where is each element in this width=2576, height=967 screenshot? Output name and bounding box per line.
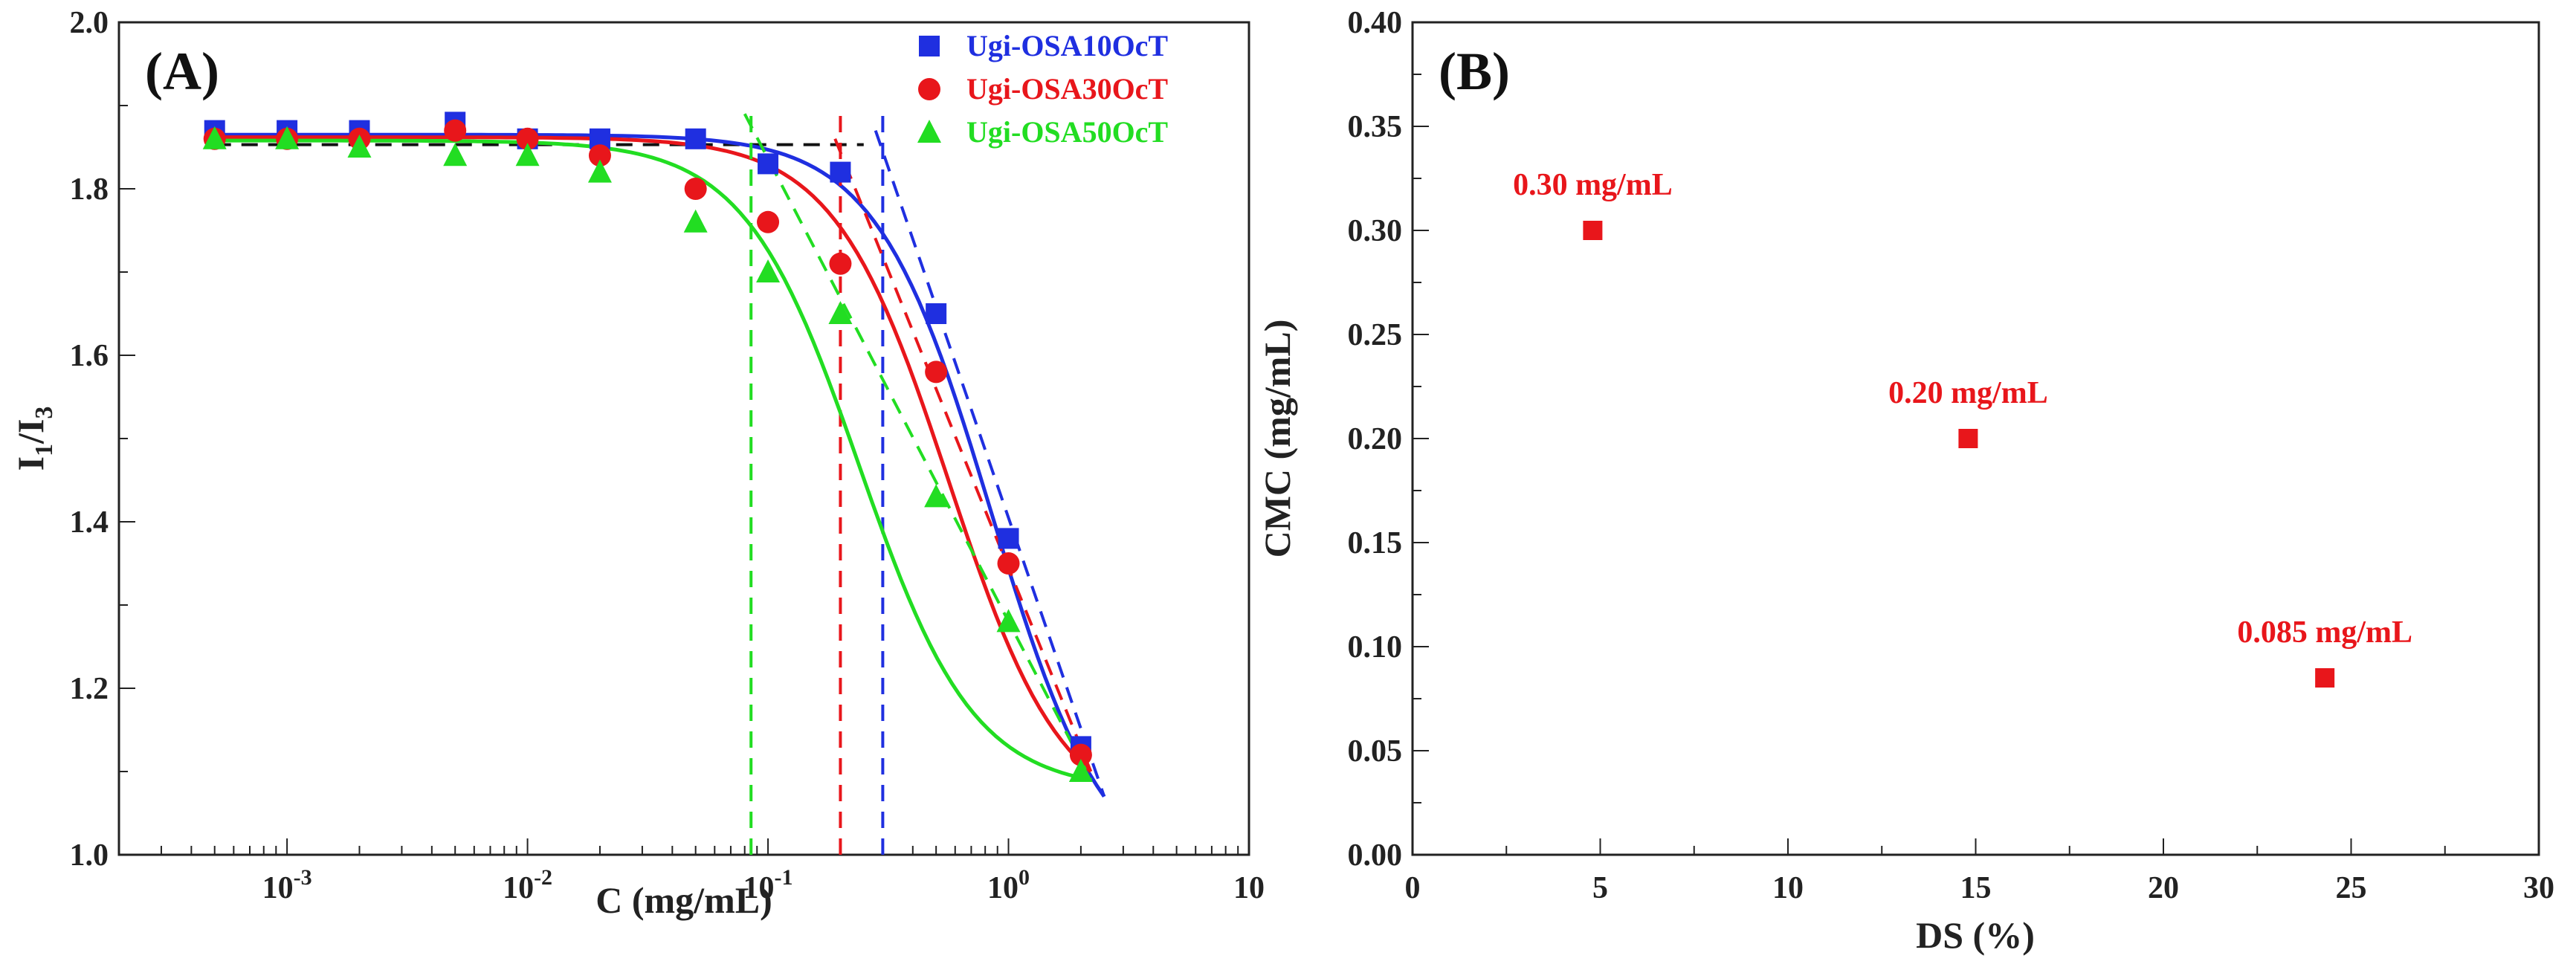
legend-marker-circle <box>918 78 940 100</box>
y-tick-label: 1.2 <box>70 672 109 706</box>
x-tick-label: 10 <box>1772 871 1804 905</box>
data-point-circle <box>516 127 539 150</box>
data-point-circle <box>588 144 611 167</box>
data-point-triangle <box>587 159 612 183</box>
data-point-triangle <box>756 259 781 282</box>
y-tick-label: 0.25 <box>1348 318 1403 352</box>
data-point-triangle <box>275 126 300 149</box>
data-point-square <box>758 153 779 175</box>
fit-curve-ugi-osa50oct <box>214 138 1091 782</box>
x-tick-label: 20 <box>2148 871 2179 905</box>
panel-b-ticks <box>1412 22 2540 856</box>
data-point-circle <box>997 552 1020 575</box>
tangent-dashed-line <box>874 129 1106 798</box>
cmc-point-label: 0.20 mg/mL <box>1888 376 2048 410</box>
y-tick-label: 0.05 <box>1348 734 1403 769</box>
y-tick-label: 1.6 <box>70 339 109 373</box>
cmc-point <box>2315 668 2335 688</box>
data-point-circle <box>444 119 467 142</box>
legend-marker-triangle <box>917 120 941 143</box>
x-tick-label: 15 <box>1960 871 1992 905</box>
tangent-dashed-line <box>833 138 1093 772</box>
x-tick-label: 10-1 <box>743 865 793 905</box>
x-tick-label: 10-3 <box>262 865 312 905</box>
data-point-square <box>685 128 706 149</box>
y-tick-label: 0.40 <box>1348 6 1403 40</box>
y-tick-label: 0.00 <box>1348 838 1403 873</box>
data-point-circle <box>1069 743 1092 766</box>
data-point-triangle <box>1068 759 1093 782</box>
x-tick-label: 100 <box>987 865 1030 905</box>
y-tick-label: 2.0 <box>70 6 109 40</box>
x-tick-label: 0 <box>1405 871 1421 905</box>
y-tick-label: 0.35 <box>1348 110 1403 144</box>
panel-a-ticks <box>118 22 1250 856</box>
y-tick-label: 0.30 <box>1348 214 1403 248</box>
y-tick-label: 0.15 <box>1348 526 1403 560</box>
x-tick-label: 5 <box>1592 871 1608 905</box>
panel-a-x-tick-labels: 10-3 10-2 10-1 100 10 <box>262 865 1265 905</box>
panel-a-legend: Ugi-OSA10OcT Ugi-OSA30OcT Ugi-OSA50OcT <box>917 29 1168 149</box>
panel-b-x-axis-title: DS (%) <box>1916 914 2035 956</box>
data-point-triangle <box>996 609 1021 633</box>
panel-a-x-axis-title: C (mg/mL) <box>595 879 772 921</box>
y-title-sep: /I <box>10 419 51 444</box>
data-point-circle <box>925 360 948 384</box>
data-point-triangle <box>683 209 708 233</box>
cmc-point-label: 0.30 mg/mL <box>1513 168 1673 202</box>
y-tick-label: 1.4 <box>70 505 109 540</box>
data-point-triangle <box>443 143 468 166</box>
data-point-circle <box>684 178 707 200</box>
panel-a-lines <box>214 106 1106 855</box>
data-point-circle <box>829 252 852 275</box>
y-title-sub-1: 1 <box>30 444 58 456</box>
legend-label: Ugi-OSA50OcT <box>966 115 1168 149</box>
panel-a-chart: 10-3 10-2 10-1 100 10 1.0 1.2 1.4 1.6 1.8 2.0 (A)… <box>10 6 1265 921</box>
y-tick-label: 0.10 <box>1348 630 1403 664</box>
legend-label: Ugi-OSA10OcT <box>966 29 1168 62</box>
x-tick-label: 30 <box>2523 871 2554 905</box>
data-point-square <box>998 528 1019 549</box>
panel-b-label: (B) <box>1439 42 1510 101</box>
data-point-circle <box>757 210 780 233</box>
svg-text:I1/I3: I1/I3 <box>10 407 58 471</box>
panel-a-y-tick-labels: 1.0 1.2 1.4 1.6 1.8 2.0 <box>70 6 109 873</box>
data-point-square <box>830 161 851 183</box>
data-point-triangle <box>515 143 540 166</box>
cmc-point <box>1583 221 1603 240</box>
x-tick-label: 25 <box>2336 871 2367 905</box>
fit-curve-ugi-osa30oct <box>214 135 1092 773</box>
y-title-sub-3: 3 <box>30 407 58 419</box>
y-title-i: I <box>10 456 51 470</box>
tangent-dashed-line <box>743 113 1093 781</box>
cmc-point <box>1958 429 1978 448</box>
panel-b-y-tick-labels: 0.00 0.05 0.10 0.15 0.20 0.25 0.30 0.35 0.40 <box>1348 6 1403 873</box>
panel-b-chart: 0 5 10 15 20 25 30 0.00 0.05 0.10 0.15 0.20 0.25 0.3… <box>1256 6 2554 956</box>
data-point-triangle <box>924 484 949 508</box>
legend-label: Ugi-OSA30OcT <box>966 72 1168 106</box>
data-point-triangle <box>828 301 853 324</box>
cmc-point-label: 0.085 mg/mL <box>2237 615 2412 650</box>
x-tick-label: 10 <box>1233 871 1265 905</box>
fit-curve-ugi-osa10oct <box>214 132 1106 798</box>
x-tick-label: 10-2 <box>503 865 552 905</box>
panel-a-markers <box>202 111 1093 782</box>
panel-a-y-axis-title: I1/I3 <box>10 407 58 471</box>
data-point-square <box>926 303 947 324</box>
panel-b-x-tick-labels: 0 5 10 15 20 25 30 <box>1405 871 2555 905</box>
data-point-triangle <box>202 126 227 149</box>
panel-b-points: 0.30 mg/mL 0.20 mg/mL 0.085 mg/mL <box>1513 168 2412 688</box>
legend-marker-square <box>919 36 940 56</box>
y-tick-label: 0.20 <box>1348 422 1403 456</box>
y-tick-label: 1.0 <box>70 838 109 873</box>
panel-b-y-axis-title: CMC (mg/mL) <box>1256 320 1298 558</box>
panel-a-label: (A) <box>145 42 219 101</box>
y-tick-label: 1.8 <box>70 172 109 207</box>
data-point-triangle <box>347 135 372 158</box>
